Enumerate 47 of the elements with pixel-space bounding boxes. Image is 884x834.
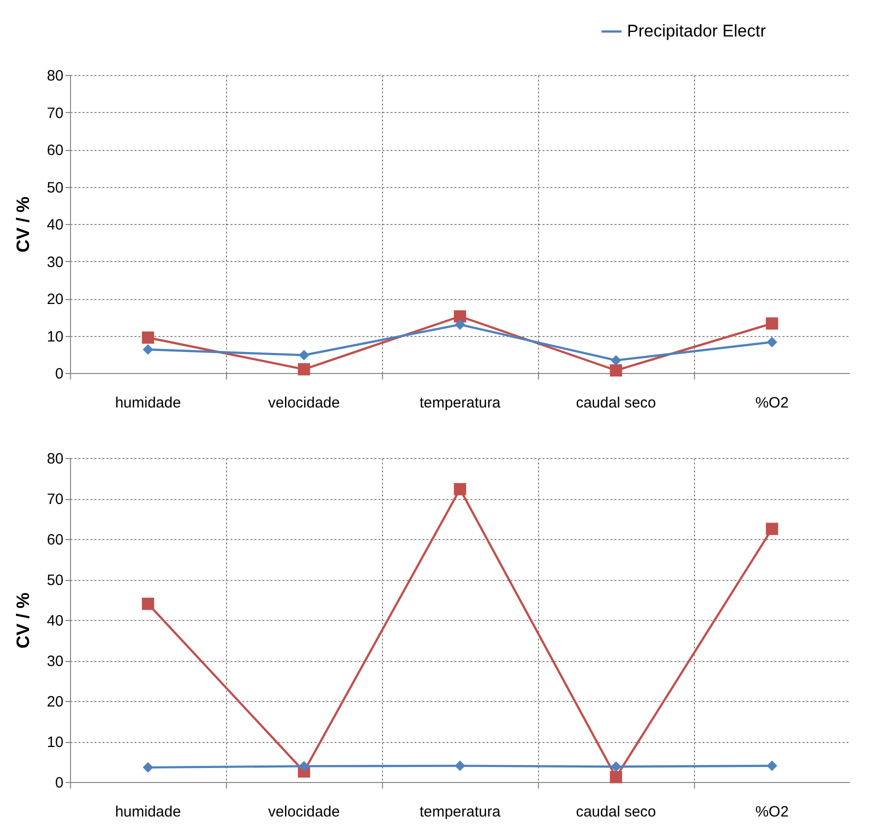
x-tick-label: %O2 — [755, 394, 789, 412]
y-tick-label: 80 — [46, 68, 64, 84]
y-tick-label: 30 — [46, 254, 64, 271]
point — [766, 317, 778, 330]
y-tick-label: 0 — [55, 774, 64, 792]
y-axis-title: CV / % — [12, 592, 33, 649]
y-tick-label: 60 — [46, 532, 64, 548]
y-tick-label: 40 — [46, 612, 64, 630]
y-tick-label: 10 — [46, 328, 64, 346]
point — [766, 522, 778, 535]
point — [610, 771, 622, 784]
point — [298, 760, 310, 772]
x-tick-label: caudal seco — [576, 394, 656, 412]
x-tick-label: caudal seco — [576, 804, 656, 820]
y-tick-label: 20 — [46, 291, 64, 308]
point — [142, 762, 154, 773]
legend-label: Precipitador Electr — [627, 22, 766, 40]
x-tick-label: %O2 — [755, 804, 789, 820]
point — [610, 355, 622, 366]
x-tick-label: humidade — [115, 394, 181, 412]
y-tick-label: 20 — [46, 694, 64, 710]
point — [610, 761, 622, 772]
point — [454, 483, 466, 496]
point — [142, 344, 154, 355]
y-tick-label: 30 — [46, 653, 64, 670]
y-tick-label: 0 — [55, 366, 64, 382]
point — [298, 363, 310, 376]
y-tick-label: 10 — [46, 734, 64, 751]
x-tick-label: humidade — [115, 804, 181, 820]
point — [142, 598, 154, 610]
point — [454, 760, 466, 772]
point — [454, 319, 466, 330]
y-tick-label: 50 — [46, 572, 64, 589]
y-tick-label: 60 — [46, 142, 64, 159]
x-tick-label: velocidade — [268, 804, 340, 820]
point — [298, 350, 310, 360]
y-tick-label: 50 — [46, 179, 64, 196]
y-tick-label: 70 — [46, 104, 64, 122]
point — [766, 760, 778, 772]
y-tick-label: 80 — [46, 450, 64, 468]
point — [142, 331, 154, 344]
point — [766, 336, 778, 348]
y-tick-label: 40 — [46, 216, 64, 234]
y-tick-label: 70 — [46, 491, 64, 508]
y-axis-title: CV / % — [12, 196, 33, 253]
x-tick-label: velocidade — [268, 394, 340, 412]
point — [610, 364, 622, 377]
